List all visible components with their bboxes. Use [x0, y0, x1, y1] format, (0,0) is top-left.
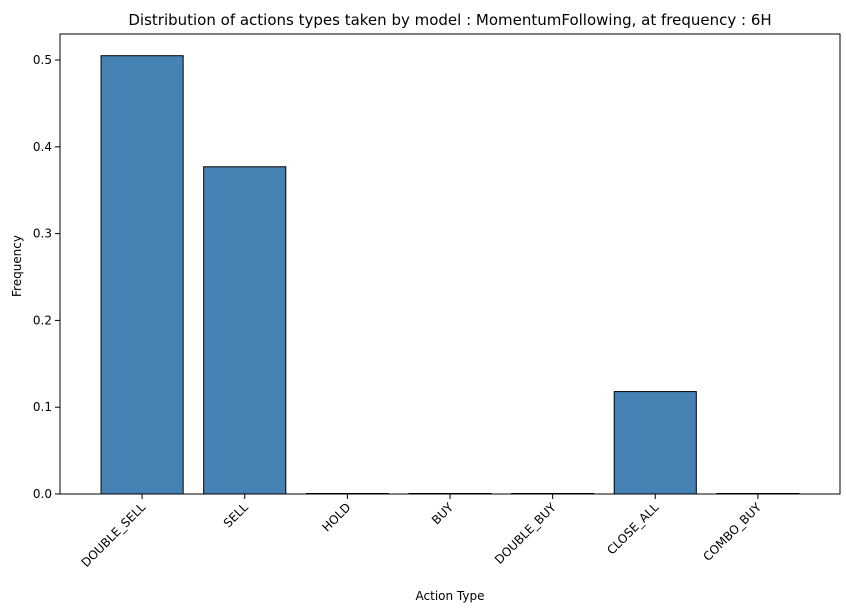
x-tick-label: SELL: [221, 500, 251, 530]
y-tick-label: 0.3: [33, 227, 52, 241]
y-tick-label: 0.0: [33, 487, 52, 501]
y-axis-label: Frequency: [10, 235, 24, 297]
y-tick-label: 0.4: [33, 140, 52, 154]
chart-title: Distribution of actions types taken by m…: [128, 11, 771, 29]
x-tick-label: CLOSE_ALL: [604, 500, 661, 557]
y-tick-label: 0.1: [33, 400, 52, 414]
bar-close-all: [613, 391, 697, 495]
x-tick-label: DOUBLE_SELL: [79, 500, 149, 570]
y-tick-label: 0.5: [33, 53, 52, 67]
plot-area: 0.0 0.1 0.2 0.3 0.4 0.5 DOUBLE_SELL SELL HOLD BUY…: [33, 33, 841, 570]
bar-double-sell: [100, 55, 184, 495]
x-tick-label: DOUBLE_BUY: [492, 500, 559, 567]
y-tick-label: 0.2: [33, 313, 52, 327]
x-tick-label: COMBO_BUY: [700, 500, 764, 564]
bar-sell: [203, 166, 287, 495]
x-axis-label: Action Type: [416, 589, 485, 603]
x-tick-label: BUY: [429, 500, 457, 528]
x-tick-label: HOLD: [319, 500, 353, 534]
